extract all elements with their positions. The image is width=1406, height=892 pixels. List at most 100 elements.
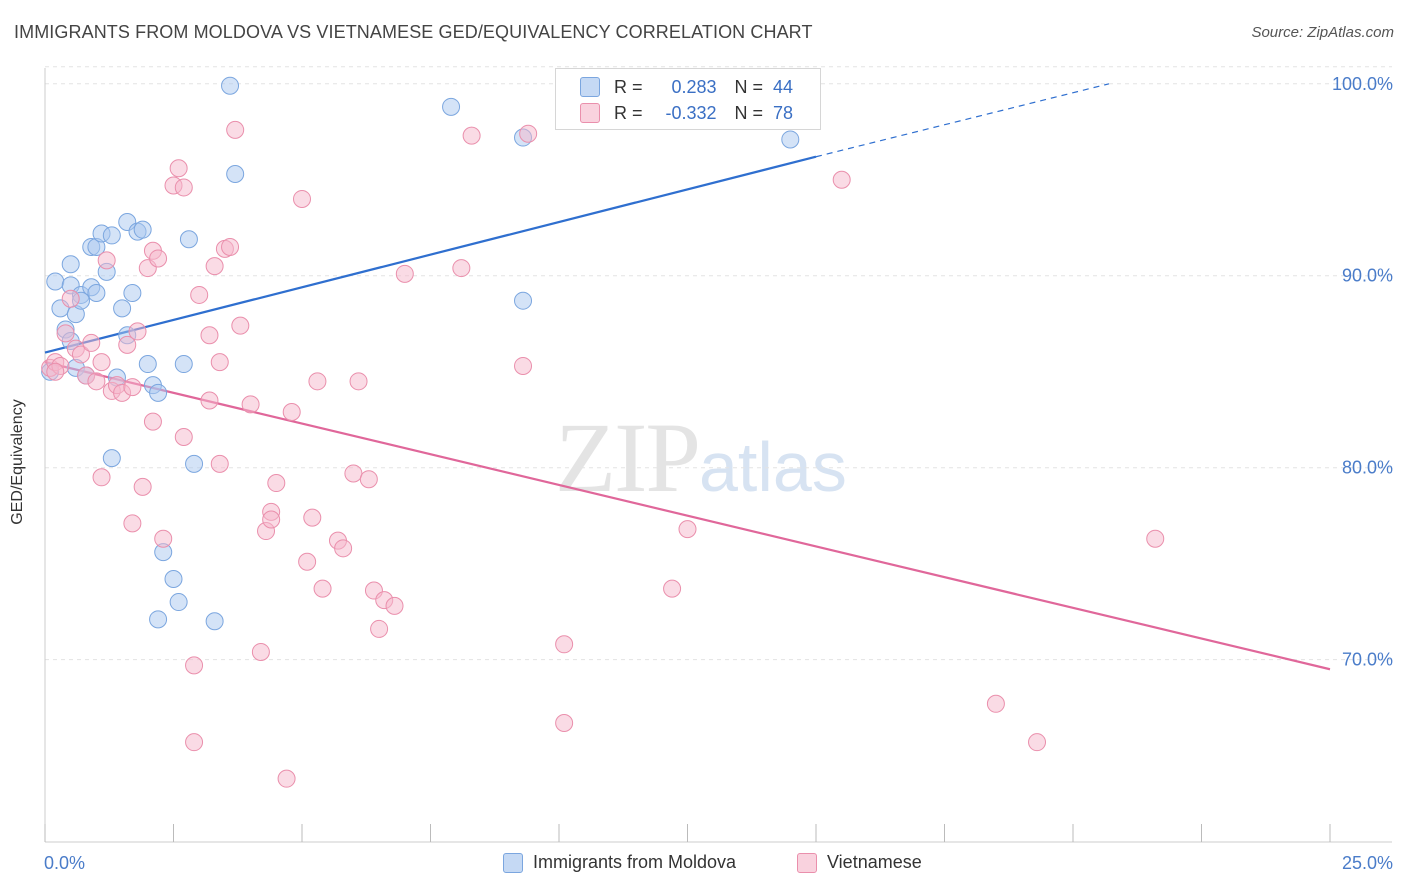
- zipatlas-watermark: ZIPatlas: [555, 400, 847, 515]
- vietnamese-point: [663, 579, 682, 598]
- vietnamese-point: [262, 510, 281, 529]
- y-tick-label: 100.0%: [1332, 74, 1393, 94]
- vietnamese-point: [190, 285, 209, 304]
- vietnamese-point: [97, 251, 116, 270]
- vietnamese-point: [82, 333, 101, 352]
- vietnamese-point: [231, 316, 250, 335]
- moldova-point: [174, 355, 193, 374]
- vietnamese-point: [200, 326, 219, 345]
- vietnamese-point: [71, 345, 90, 364]
- vietnamese-point: [519, 124, 538, 143]
- vietnamese-point: [133, 477, 152, 496]
- vietnamese-point: [87, 372, 106, 391]
- vietnamese-point: [298, 552, 317, 571]
- vietnamese-point: [555, 635, 574, 654]
- vietnamese-point: [241, 395, 260, 414]
- vietnamese-point: [385, 596, 404, 615]
- vietnamese-point: [277, 769, 296, 788]
- vietnamese-point: [370, 619, 389, 638]
- source-label[interactable]: Source: ZipAtlas.com: [1251, 24, 1394, 41]
- vietnamese-point: [123, 378, 142, 397]
- vietnamese-point: [986, 694, 1005, 713]
- tick-labels: 70.0% 80.0% 90.0% 100.0% 0.0% 25.0%: [44, 74, 1393, 873]
- vietnamese-point: [185, 656, 204, 675]
- vietnamese-point: [293, 189, 311, 208]
- moldova-point: [781, 130, 800, 149]
- vietnamese-point: [143, 412, 162, 431]
- moldova-point: [164, 570, 183, 589]
- data-points: [41, 76, 1165, 788]
- stats-legend: R = 0.283 N = 44 R = -0.332 N = 78: [555, 68, 821, 130]
- moldova-point: [179, 230, 198, 249]
- moldova-swatch: [580, 77, 600, 97]
- vietnamese-point: [128, 322, 147, 341]
- vietnamese-point: [205, 257, 224, 276]
- moldova-point: [123, 284, 142, 303]
- vietnamese-point: [313, 579, 332, 598]
- moldova-point: [442, 97, 461, 116]
- vietnamese-point: [210, 454, 229, 473]
- vietnamese-swatch: [580, 103, 600, 123]
- axes: [44, 68, 1392, 843]
- moldova-point: [226, 165, 245, 184]
- moldova-point: [61, 255, 80, 274]
- moldova-trend-extension: [815, 83, 1110, 158]
- vietnamese-point: [185, 733, 204, 752]
- vietnamese-point: [344, 464, 363, 483]
- legend-item-moldova[interactable]: Immigrants from Moldova: [503, 852, 736, 873]
- moldova-point: [133, 220, 152, 239]
- legend-label-moldova: Immigrants from Moldova: [533, 852, 737, 872]
- vietnamese-point: [118, 335, 137, 354]
- moldova-point: [514, 291, 533, 310]
- vietnamese-point: [169, 159, 188, 178]
- gridlines: [45, 66, 1392, 661]
- vietnamese-point: [308, 372, 327, 391]
- vietnamese-point: [226, 120, 245, 139]
- moldova-point: [102, 226, 121, 245]
- vietnamese-point: [200, 391, 219, 410]
- y-tick-label: 90.0%: [1342, 266, 1393, 286]
- r-label: R =: [614, 76, 643, 97]
- vietnamese-point: [514, 356, 533, 375]
- vietnamese-point: [92, 468, 111, 487]
- moldova-point: [87, 284, 106, 303]
- vietnamese-point: [210, 353, 229, 372]
- moldova-point: [149, 383, 168, 402]
- vietnamese-point: [349, 372, 368, 391]
- r-value: -0.332: [665, 102, 717, 123]
- chart-title: IMMIGRANTS FROM MOLDOVA VS VIETNAMESE GE…: [14, 22, 813, 42]
- vietnamese-point: [154, 529, 173, 548]
- stats-row-vietnamese: R = -0.332 N = 78: [556, 100, 793, 126]
- moldova-point: [185, 454, 204, 473]
- moldova-swatch: [503, 852, 523, 873]
- y-tick-label: 70.0%: [1342, 650, 1393, 670]
- watermark-zip: ZIP: [555, 402, 701, 513]
- moldova-point: [138, 355, 157, 374]
- n-label: N =: [734, 76, 764, 97]
- vietnamese-point: [1146, 529, 1165, 548]
- vietnamese-point: [1028, 733, 1047, 752]
- vietnamese-point: [221, 237, 240, 256]
- moldova-point: [205, 612, 224, 631]
- watermark-atlas: atlas: [699, 428, 847, 506]
- vietnamese-point: [359, 470, 378, 489]
- vietnamese-trend-line: [44, 361, 1331, 671]
- vietnamese-point: [123, 514, 142, 533]
- vietnamese-point: [303, 508, 322, 527]
- vietnamese-point: [174, 427, 193, 446]
- vietnamese-point: [334, 539, 353, 558]
- moldova-point: [46, 272, 65, 291]
- vietnamese-point: [267, 474, 286, 493]
- bottom-legend: Immigrants from Moldova Vietnamese: [0, 852, 1406, 878]
- vietnamese-point: [555, 713, 574, 732]
- n-label: N =: [734, 102, 764, 123]
- vietnamese-point: [61, 289, 80, 308]
- vietnamese-point: [149, 249, 168, 268]
- moldova-point: [102, 449, 121, 468]
- x-tick-label: 25.0%: [1342, 853, 1393, 873]
- vietnamese-point: [462, 126, 481, 145]
- legend-item-vietnamese[interactable]: Vietnamese: [797, 852, 922, 873]
- stats-row-moldova: R = 0.283 N = 44: [556, 74, 793, 100]
- moldova-trend-line: [44, 155, 817, 354]
